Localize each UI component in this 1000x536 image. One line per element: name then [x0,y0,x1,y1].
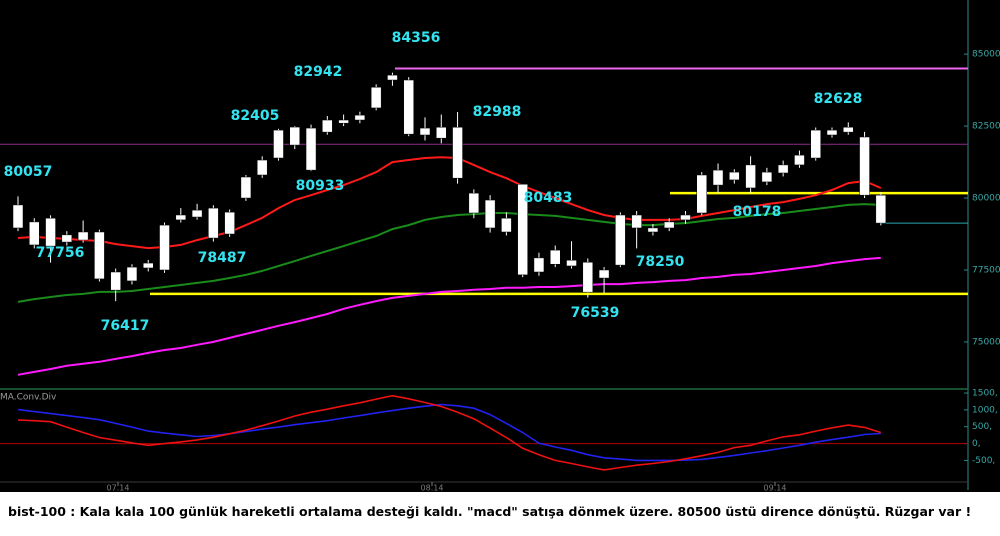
price-annotation: 80178 [733,204,782,220]
candle-body [615,214,626,266]
candle-body [826,129,838,136]
candle-body [875,194,887,224]
candle-body [126,266,138,282]
candle-body [403,79,414,135]
chart-background [0,0,1000,492]
y-tick-label: 75000, [972,337,1000,347]
candle-body [501,217,512,233]
candle-body [696,174,708,214]
x-tick-label: 07.14 [107,484,130,493]
candle-body [45,217,56,247]
candle-body [159,224,170,271]
candle-body [322,119,333,133]
price-annotation: 78250 [636,254,685,270]
price-annotation: 84356 [392,30,441,46]
candle-body [745,164,756,189]
candle-body [338,119,349,124]
candle-body [208,207,219,239]
chart: MA.Conv.Div 75000, 77500, 80000, 82500, 8500… [0,0,1000,492]
candle-body [533,257,545,273]
candle-body [761,171,773,183]
candle-body [289,126,301,146]
price-annotation: 77756 [36,245,85,261]
price-annotation: 78487 [198,250,247,266]
candle-body [240,176,252,199]
candle-body [273,129,284,159]
candle-body [810,129,821,159]
candle-body [647,227,659,233]
candle-body [663,221,675,229]
y-tick-label: 1500, [972,389,998,399]
y-tick-label: -500, [972,456,995,466]
candle-body [12,204,24,229]
candle-body [859,136,870,196]
price-annotation: 82405 [231,108,280,124]
candle-body [77,231,89,241]
indicator-line [17,256,881,376]
indicator-line [17,403,881,462]
candle-body [631,214,642,229]
price-annotation: 82942 [294,64,343,80]
candle-body [29,221,40,246]
candle-body [794,154,805,166]
y-tick-label: 1000, [972,405,998,415]
candle-body [777,164,789,174]
price-annotation: 80933 [296,178,345,194]
candle-body [191,209,203,218]
candle-body [452,126,463,179]
indicator-title: MA.Conv.Div [0,393,57,403]
candle-body [843,126,854,133]
candle-body [468,192,480,214]
price-annotation: 80483 [524,190,573,206]
candle-body [484,199,496,229]
candle-body [142,262,154,269]
y-tick-label: 85000, [972,50,1000,60]
candle-body [712,169,724,186]
indicator-line [17,203,881,303]
y-tick-label: 500, [972,422,992,432]
candle-body [94,231,105,280]
price-annotation: 80057 [4,164,53,180]
x-tick-label: 08.14 [421,484,444,493]
x-tick-label: 09.14 [764,484,787,493]
caption: bist-100 : Kala kala 100 günlük hareketl… [8,504,972,519]
y-tick-label: 0, [972,439,981,449]
candle-body [387,74,398,81]
candle-body [436,126,447,139]
candle-body [598,269,610,279]
candle-body [256,159,268,176]
candle-body [729,171,740,181]
candle-body [582,261,594,293]
indicator-line [17,394,882,471]
candle-body [419,127,431,136]
y-tick-label: 82500, [972,122,1000,132]
candle-body [354,114,366,121]
price-annotation: 82988 [473,104,522,120]
price-annotation: 76417 [101,318,150,334]
candle-body [175,214,187,221]
y-tick-label: 80000, [972,194,1000,204]
candle-body [370,86,382,109]
price-annotation: 82628 [814,91,863,107]
candle-body [517,183,528,276]
candle-body [61,234,73,243]
candle-body [110,271,121,291]
price-annotation: 76539 [571,305,620,321]
y-tick-label: 77500, [972,265,1000,275]
candle-body [680,214,691,221]
candle-body [224,211,235,235]
candle-body [566,259,577,267]
candle-body [549,249,561,265]
candle-body [305,127,317,171]
